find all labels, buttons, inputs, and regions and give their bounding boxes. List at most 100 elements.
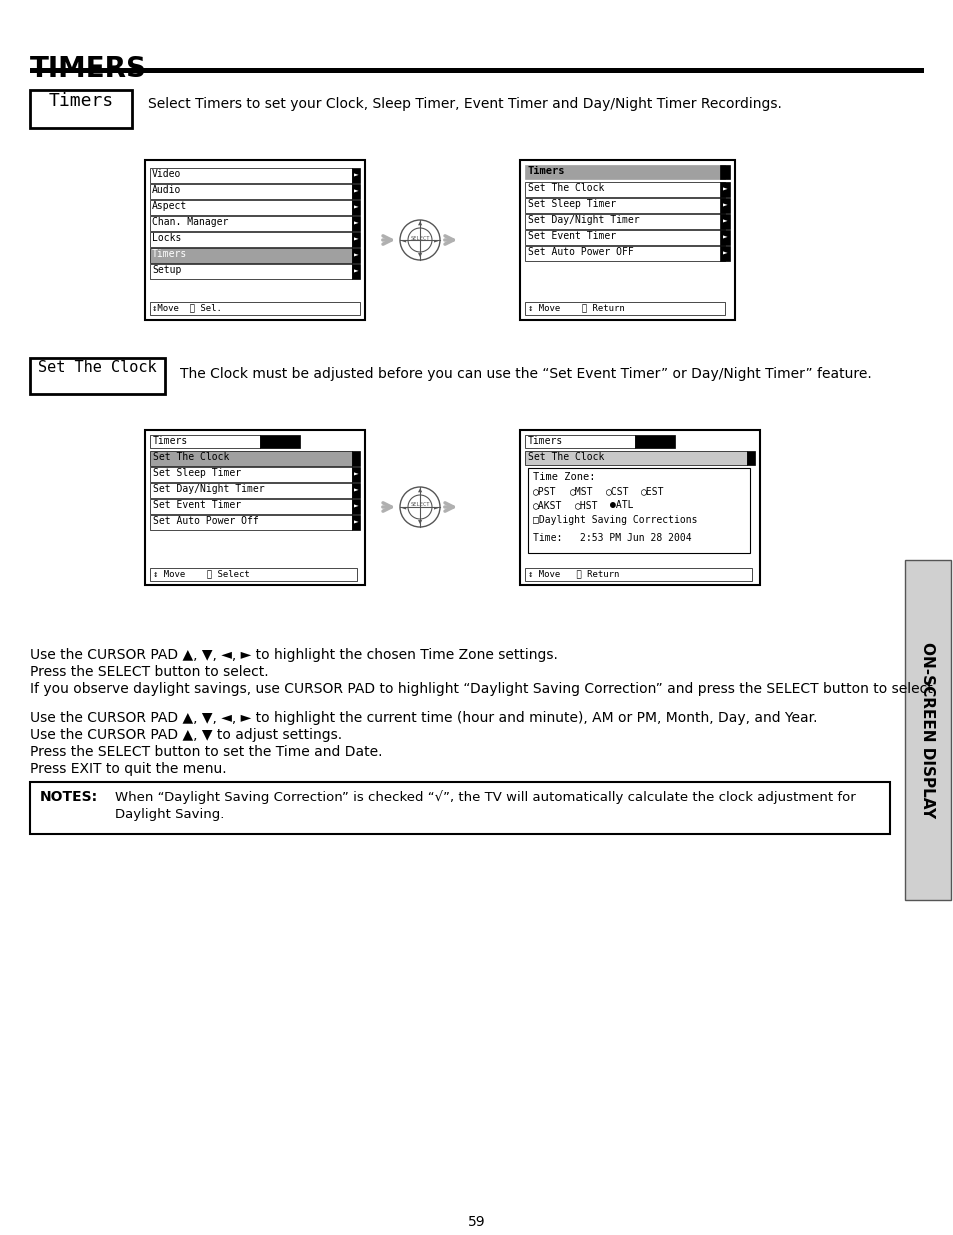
Text: ▲: ▲ [417, 488, 421, 494]
Bar [352, 451, 359, 466]
Circle shape [399, 487, 439, 527]
Text: ●ATL: ●ATL [609, 500, 633, 510]
Text: Setup: Setup [152, 266, 181, 275]
Bar [720, 182, 729, 198]
Bar [720, 198, 729, 212]
Text: ►: ► [722, 233, 726, 242]
Text: ►: ► [722, 185, 726, 194]
Bar [150, 303, 359, 315]
Text: ►: ► [354, 517, 358, 527]
Text: ↕ Move   Ⓢ Return: ↕ Move Ⓢ Return [527, 569, 618, 578]
Text: ►: ► [354, 267, 358, 275]
Bar [746, 451, 754, 466]
Text: ►: ► [354, 487, 358, 495]
Bar [352, 248, 359, 263]
Text: ○PST: ○PST [533, 487, 556, 496]
Bar [519, 430, 760, 585]
Bar [150, 216, 352, 231]
Text: Set Event Timer: Set Event Timer [527, 231, 616, 241]
Bar [150, 451, 352, 466]
Bar [524, 568, 751, 580]
Bar [150, 483, 352, 498]
Bar [524, 165, 724, 179]
Bar [30, 90, 132, 128]
Text: Aspect: Aspect [152, 201, 187, 211]
Text: Set Day/Night Timer: Set Day/Night Timer [152, 484, 264, 494]
Text: SELECT: SELECT [410, 503, 429, 508]
Text: ►: ► [722, 217, 726, 226]
Text: Timers: Timers [527, 165, 565, 177]
Text: ►: ► [354, 251, 358, 261]
Text: ↕ Move    Ⓢ Return: ↕ Move Ⓢ Return [527, 303, 624, 312]
Text: Set The Clock: Set The Clock [527, 183, 604, 193]
Text: ►: ► [354, 203, 358, 212]
Text: ▼: ▼ [417, 253, 421, 259]
Bar [150, 467, 352, 482]
Text: Set Sleep Timer: Set Sleep Timer [152, 468, 241, 478]
Text: When “Daylight Saving Correction” is checked “√”, the TV will automatically calc: When “Daylight Saving Correction” is che… [115, 790, 855, 804]
Text: ○MST: ○MST [569, 487, 593, 496]
Text: ►: ► [354, 501, 358, 511]
Bar [30, 358, 165, 394]
Text: Timers: Timers [527, 436, 562, 446]
Bar [352, 232, 359, 247]
Bar [30, 782, 889, 834]
Bar [30, 68, 923, 73]
Text: ↕ Move    Ⓢ Select: ↕ Move Ⓢ Select [152, 569, 250, 578]
Text: Set The Clock: Set The Clock [38, 359, 156, 375]
Bar [352, 200, 359, 215]
Bar [352, 264, 359, 279]
Text: Timers: Timers [152, 436, 188, 446]
Bar [150, 499, 352, 514]
Bar [260, 435, 299, 448]
Text: Press the SELECT button to set the Time and Date.: Press the SELECT button to set the Time … [30, 745, 382, 760]
Bar [150, 435, 260, 448]
Text: Audio: Audio [152, 185, 181, 195]
Bar [145, 430, 365, 585]
Text: Use the CURSOR PAD ▲, ▼, ◄, ► to highlight the chosen Time Zone settings.: Use the CURSOR PAD ▲, ▼, ◄, ► to highlig… [30, 648, 558, 662]
Text: SELECT: SELECT [410, 236, 429, 241]
Bar [150, 515, 352, 530]
Bar [150, 264, 352, 279]
Text: Set The Clock: Set The Clock [152, 452, 229, 462]
Bar [150, 200, 352, 215]
Text: ◄: ◄ [401, 237, 406, 243]
Bar [524, 198, 724, 212]
Bar [904, 559, 950, 900]
Bar [720, 246, 729, 261]
Text: ▼: ▼ [417, 520, 421, 526]
Bar [352, 499, 359, 514]
Text: Set Auto Power Off: Set Auto Power Off [152, 516, 258, 526]
Text: ○AKST: ○AKST [533, 500, 561, 510]
Text: Select Timers to set your Clock, Sleep Timer, Event Timer and Day/Night Timer Re: Select Timers to set your Clock, Sleep T… [148, 98, 781, 111]
Text: ○EST: ○EST [640, 487, 664, 496]
Text: Use the CURSOR PAD ▲, ▼ to adjust settings.: Use the CURSOR PAD ▲, ▼ to adjust settin… [30, 727, 342, 742]
Bar [720, 165, 729, 179]
Text: ▲: ▲ [417, 221, 421, 227]
Text: □Daylight Saving Corrections: □Daylight Saving Corrections [533, 515, 697, 525]
Bar [635, 435, 675, 448]
Circle shape [408, 228, 432, 252]
Text: ○HST: ○HST [575, 500, 598, 510]
Bar [524, 303, 724, 315]
Bar [720, 214, 729, 228]
Bar [150, 232, 352, 247]
Text: ►: ► [434, 237, 437, 243]
Text: Set Event Timer: Set Event Timer [152, 500, 241, 510]
Text: ►: ► [354, 186, 358, 196]
Bar [720, 230, 729, 245]
Text: ON-SCREEN DISPLAY: ON-SCREEN DISPLAY [920, 642, 935, 818]
Text: Video: Video [152, 169, 181, 179]
Text: Timers: Timers [152, 249, 187, 259]
Text: Daylight Saving.: Daylight Saving. [115, 808, 224, 821]
Bar [150, 184, 352, 199]
Text: Locks: Locks [152, 233, 181, 243]
Circle shape [399, 220, 439, 261]
Text: ►: ► [722, 201, 726, 210]
Bar [519, 161, 734, 320]
Text: ►: ► [354, 235, 358, 245]
Text: Set Sleep Timer: Set Sleep Timer [527, 199, 616, 209]
Bar [150, 568, 356, 580]
Text: ○CST: ○CST [605, 487, 629, 496]
Bar [150, 168, 352, 183]
